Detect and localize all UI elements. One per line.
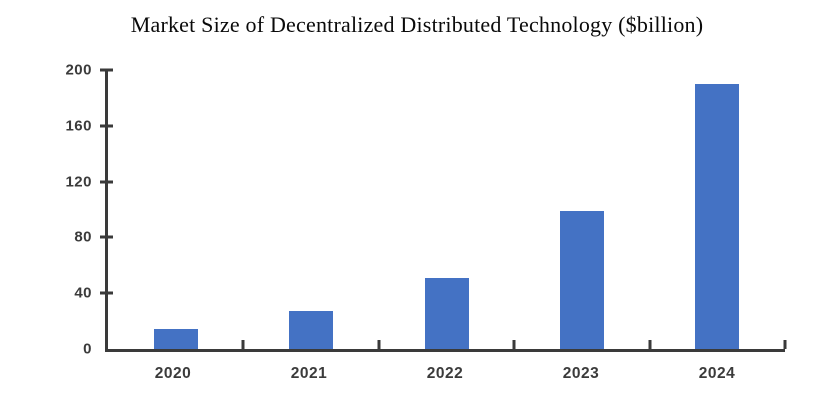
x-tick-label-2023: 2023 bbox=[562, 365, 600, 382]
x-tick-1 bbox=[241, 340, 245, 349]
bar-2022 bbox=[424, 277, 469, 349]
y-tick-120 bbox=[100, 180, 113, 184]
x-tick-label-2022: 2022 bbox=[426, 365, 464, 382]
y-tick-200 bbox=[100, 68, 113, 72]
y-tick-160 bbox=[100, 124, 113, 128]
x-tick-2 bbox=[377, 340, 381, 349]
x-tick-label-2020: 2020 bbox=[154, 365, 192, 382]
x-tick-4 bbox=[648, 340, 652, 349]
bar-2020 bbox=[153, 329, 198, 349]
x-tick-5 bbox=[783, 340, 787, 349]
x-axis-labels: 2020 2021 2022 2023 2024 bbox=[105, 356, 785, 390]
y-tick-label-40: 40 bbox=[74, 284, 92, 302]
plot-area bbox=[100, 68, 787, 352]
y-tick-80 bbox=[100, 235, 113, 239]
bar-2023 bbox=[559, 210, 604, 349]
chart-title: Market Size of Decentralized Distributed… bbox=[130, 12, 704, 37]
y-tick-label-0: 0 bbox=[83, 340, 92, 358]
bar-2024 bbox=[695, 83, 740, 349]
y-tick-40 bbox=[100, 291, 113, 295]
y-tick-label-160: 160 bbox=[65, 117, 92, 135]
x-tick-3 bbox=[512, 340, 516, 349]
x-tick-label-2021: 2021 bbox=[290, 365, 328, 382]
x-tick-label-2024: 2024 bbox=[698, 365, 736, 382]
y-tick-label-120: 120 bbox=[65, 173, 92, 191]
y-axis-labels: 0 40 80 120 160 200 bbox=[0, 62, 92, 358]
y-tick-label-200: 200 bbox=[65, 61, 92, 79]
bar-2021 bbox=[289, 311, 334, 349]
y-tick-label-80: 80 bbox=[74, 228, 92, 246]
